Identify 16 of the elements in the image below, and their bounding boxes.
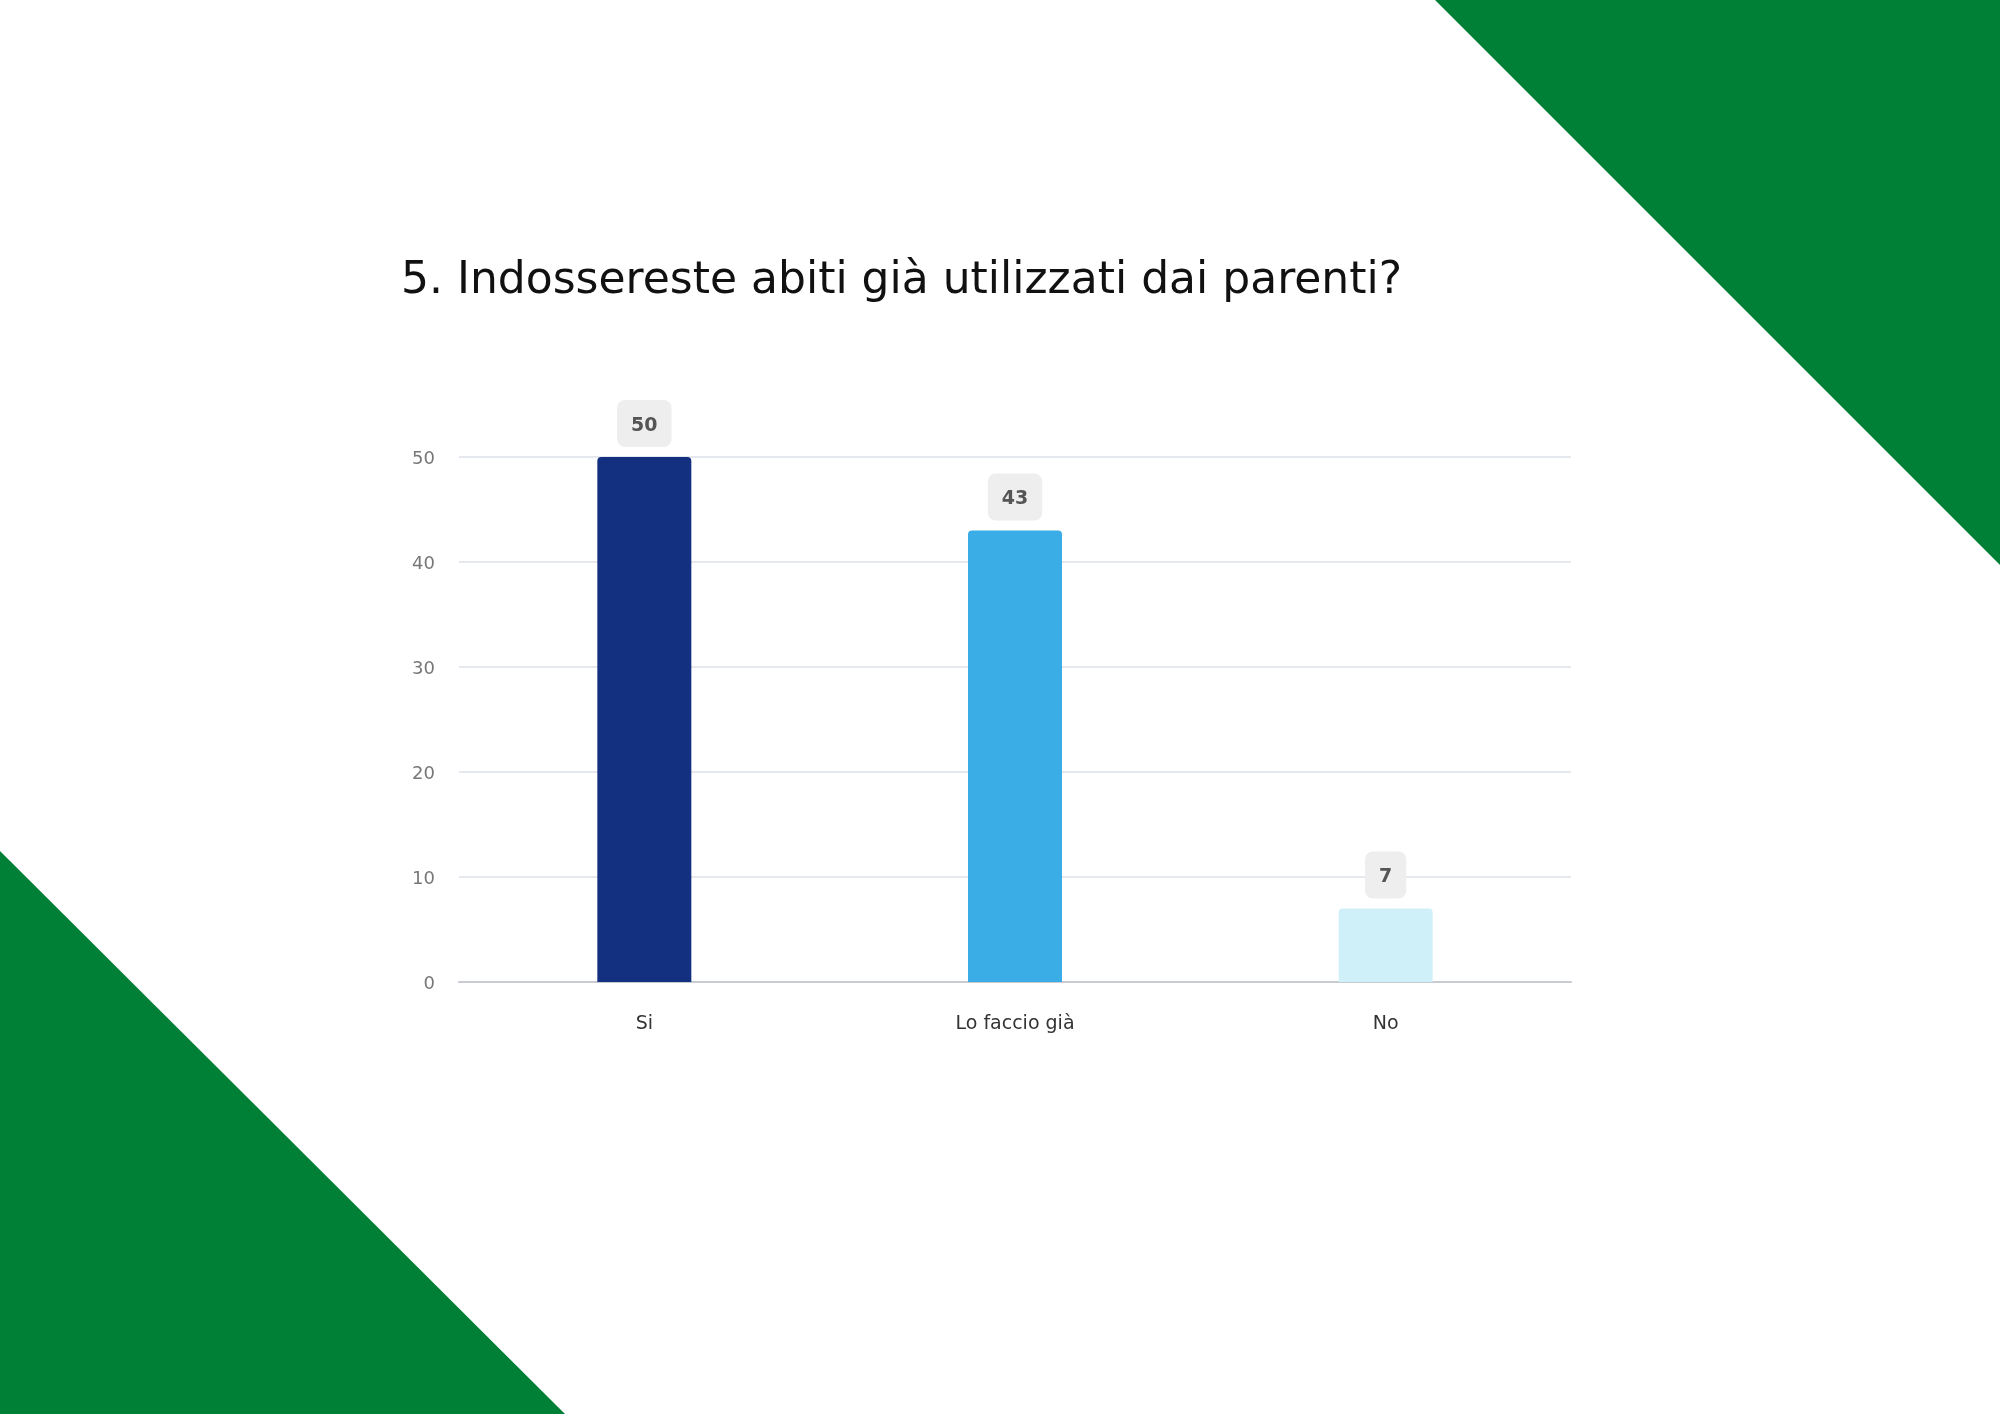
x-tick-label: Si (635, 1010, 654, 1033)
x-tick-label: No (1372, 1010, 1399, 1033)
y-tick-label: 30 (412, 656, 435, 678)
y-tick-label: 40 (412, 551, 435, 573)
y-tick-label: 20 (412, 761, 435, 783)
y-tick-label: 0 (423, 971, 435, 993)
bar (968, 530, 1062, 982)
chart-title: 5. Indossereste abiti già utilizzati dai parenti? (401, 251, 1403, 303)
data-label: 50 (631, 412, 658, 435)
y-tick-label: 10 (412, 866, 435, 888)
y-tick-label: 50 (412, 446, 435, 468)
data-label: 7 (1379, 864, 1393, 886)
x-tick-label: Lo faccio già (955, 1010, 1075, 1033)
bar (597, 457, 692, 982)
data-label: 43 (1001, 486, 1029, 508)
bar (1338, 908, 1433, 982)
